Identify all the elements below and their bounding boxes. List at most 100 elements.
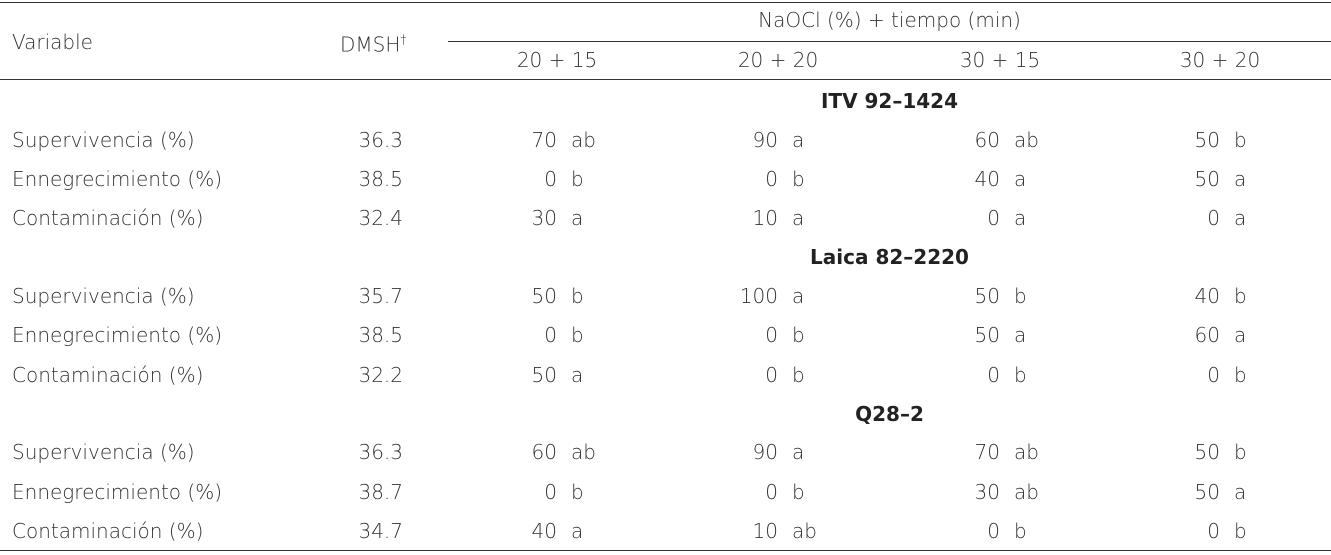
- cell-group: b: [1234, 440, 1247, 465]
- cell-group: ab: [571, 127, 596, 152]
- cell-group: a: [1234, 479, 1247, 504]
- cell-value: 0: [544, 323, 557, 348]
- header-variable: Variable: [12, 30, 93, 54]
- dmsh-value: 36.3: [358, 127, 403, 152]
- variable-name: Ennegrecimiento (%): [12, 166, 222, 191]
- rule: [0, 79, 1331, 80]
- variable-name: Contaminación (%): [12, 362, 204, 387]
- cell-group: b: [1014, 518, 1027, 543]
- cell-value: 40: [1194, 283, 1220, 308]
- header-dmsh: DMSH†: [340, 28, 407, 57]
- cell-value: 0: [987, 206, 1000, 231]
- cell-value: 50: [1194, 479, 1220, 504]
- dmsh-mark: †: [400, 32, 407, 47]
- section-title: Laica 82–2220: [810, 245, 969, 270]
- cell-group: b: [1234, 127, 1247, 152]
- variable-name: Supervivencia (%): [12, 283, 195, 308]
- cell-group: b: [1014, 283, 1027, 308]
- cell-group: a: [1234, 323, 1247, 348]
- dmsh-value: 38.5: [358, 323, 403, 348]
- cell-value: 50: [1194, 440, 1220, 465]
- cell-value: 0: [765, 362, 778, 387]
- cell-group: b: [571, 323, 584, 348]
- cell-group: b: [1234, 518, 1247, 543]
- cell-group: b: [1014, 362, 1027, 387]
- dmsh-value: 38.5: [358, 166, 403, 191]
- cell-value: 0: [1207, 518, 1220, 543]
- cell-value: 50: [531, 362, 557, 387]
- dmsh-value: 34.7: [358, 518, 403, 543]
- cell-value: 40: [974, 166, 1000, 191]
- cell-group: a: [792, 283, 805, 308]
- cell-value: 40: [531, 518, 557, 543]
- cell-value: 70: [531, 127, 557, 152]
- variable-name: Supervivencia (%): [12, 127, 195, 152]
- section-title: Q28–2: [855, 401, 924, 426]
- cell-value: 0: [544, 479, 557, 504]
- cell-group: a: [571, 206, 584, 231]
- rule: [448, 41, 1331, 42]
- treatment-header: 30 + 20: [1179, 48, 1261, 72]
- variable-name: Supervivencia (%): [12, 440, 195, 465]
- cell-group: ab: [1014, 479, 1039, 504]
- cell-value: 50: [1194, 166, 1220, 191]
- dmsh-value: 35.7: [358, 283, 403, 308]
- rule: [0, 2, 1331, 3]
- variable-name: Contaminación (%): [12, 206, 204, 231]
- dmsh-value: 32.4: [358, 206, 403, 231]
- cell-group: b: [792, 362, 805, 387]
- cell-value: 50: [531, 283, 557, 308]
- cell-group: ab: [792, 518, 817, 543]
- variable-name: Contaminación (%): [12, 518, 204, 543]
- cell-group: a: [792, 206, 805, 231]
- cell-value: 0: [1207, 362, 1220, 387]
- cell-value: 60: [531, 440, 557, 465]
- cell-group: a: [1234, 206, 1247, 231]
- cell-value: 0: [765, 323, 778, 348]
- cell-group: a: [1014, 206, 1027, 231]
- cell-value: 70: [974, 440, 1000, 465]
- cell-value: 0: [765, 479, 778, 504]
- section-title: ITV 92–1424: [820, 89, 959, 113]
- cell-group: a: [792, 440, 805, 465]
- cell-group: b: [571, 166, 584, 191]
- cell-group: ab: [1014, 440, 1039, 465]
- header-group: NaOCl (%) + tiempo (min): [758, 8, 1021, 32]
- cell-group: a: [1014, 166, 1027, 191]
- dmsh-value: 32.2: [358, 362, 403, 387]
- cell-value: 90: [752, 127, 778, 152]
- cell-group: a: [571, 362, 584, 387]
- variable-name: Ennegrecimiento (%): [12, 323, 222, 348]
- cell-group: a: [1014, 323, 1027, 348]
- cell-value: 0: [765, 166, 778, 191]
- dmsh-label: DMSH: [340, 32, 401, 57]
- cell-value: 90: [752, 440, 778, 465]
- cell-value: 0: [544, 166, 557, 191]
- cell-value: 60: [1194, 323, 1220, 348]
- cell-value: 50: [974, 283, 1000, 308]
- cell-group: b: [792, 479, 805, 504]
- cell-group: b: [792, 323, 805, 348]
- cell-value: 0: [1207, 206, 1220, 231]
- cell-value: 10: [752, 206, 778, 231]
- cell-value: 60: [974, 127, 1000, 152]
- cell-value: 50: [974, 323, 1000, 348]
- cell-group: a: [792, 127, 805, 152]
- cell-group: b: [571, 283, 584, 308]
- cell-group: ab: [1014, 127, 1039, 152]
- cell-value: 30: [531, 206, 557, 231]
- variable-name: Ennegrecimiento (%): [12, 479, 222, 504]
- rule: [0, 550, 1331, 551]
- cell-value: 50: [1194, 127, 1220, 152]
- cell-group: b: [1234, 362, 1247, 387]
- cell-group: b: [571, 479, 584, 504]
- cell-value: 10: [752, 518, 778, 543]
- treatment-header: 30 + 15: [959, 48, 1041, 72]
- cell-group: a: [571, 518, 584, 543]
- cell-group: b: [1234, 283, 1247, 308]
- cell-value: 30: [974, 479, 1000, 504]
- dmsh-value: 36.3: [358, 440, 403, 465]
- cell-value: 0: [987, 518, 1000, 543]
- treatment-header: 20 + 15: [516, 48, 598, 72]
